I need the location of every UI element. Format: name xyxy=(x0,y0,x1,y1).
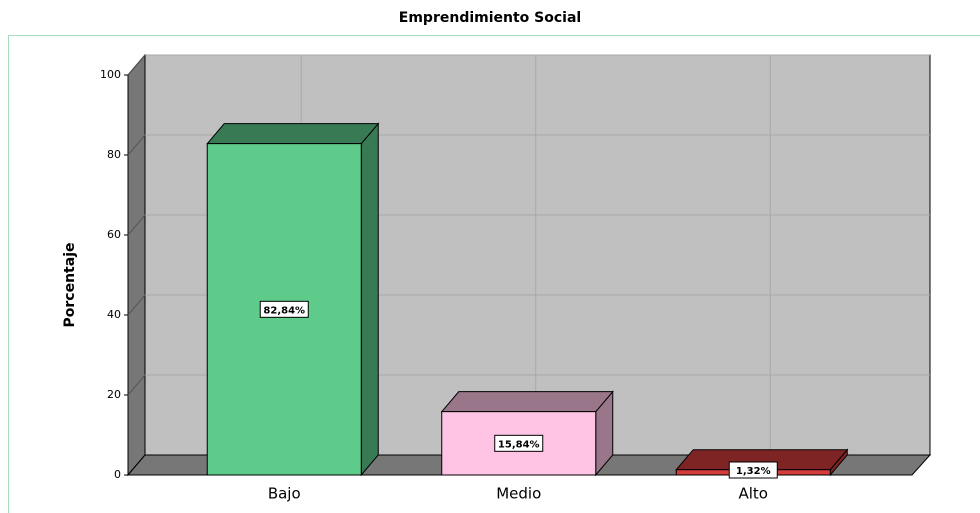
y-tick-label: 0 xyxy=(114,468,121,481)
x-tick-label: Bajo xyxy=(268,485,301,503)
value-label: 15,84% xyxy=(498,439,540,450)
value-label: 1,32% xyxy=(736,466,771,477)
value-label-box xyxy=(259,300,309,318)
value-label-box xyxy=(728,461,778,479)
value-label: 82,84% xyxy=(263,305,305,316)
grid-line xyxy=(127,54,146,76)
y-tick-label: 40 xyxy=(107,308,121,321)
y-tick-label: 20 xyxy=(107,388,121,401)
bar-side xyxy=(360,122,379,477)
value-label-box xyxy=(494,434,544,452)
y-tick-label: 80 xyxy=(107,148,121,161)
grid-line xyxy=(127,134,146,156)
grid-line xyxy=(127,214,146,236)
chart-title: Emprendimiento Social xyxy=(399,10,581,26)
left-wall xyxy=(127,53,146,477)
grid-line xyxy=(127,374,146,396)
grid-line xyxy=(127,294,146,316)
x-tick-label: Alto xyxy=(739,485,769,503)
bar-top xyxy=(440,391,614,413)
bar-top xyxy=(206,123,380,145)
y-axis-label: Porcentaje xyxy=(62,243,78,328)
y-tick-label: 100 xyxy=(100,68,121,81)
x-tick-label: Medio xyxy=(496,485,541,503)
y-tick-label: 60 xyxy=(107,228,121,241)
